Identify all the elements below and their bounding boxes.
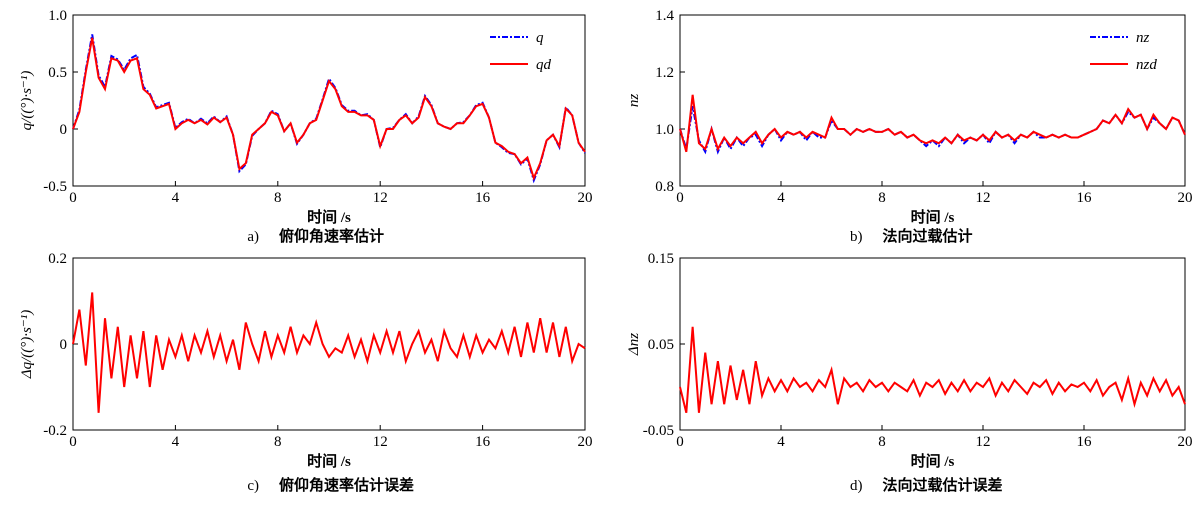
x-tick-label: 20 [578,190,593,206]
y-axis-label: Δnz [626,333,642,356]
y-tick-label: -0.2 [43,423,67,439]
axes-box [679,14,1186,187]
y-tick-label: 0 [60,337,68,353]
legend-label: nzd [1136,57,1157,73]
x-tick-label: 0 [676,190,684,206]
y-tick-label: 1.4 [655,8,674,24]
x-tick-label: 0 [676,434,684,450]
axes-box [72,14,586,187]
y-tick-label: 0.2 [48,251,67,267]
x-tick-label: 4 [777,190,785,206]
subplot: 0 4 8 12 16 20-0.200.2时间 /sΔq/((°)·s⁻¹)c) 俯仰角速… [19,251,593,494]
x-tick-label: 0 [69,434,77,450]
x-tick-label: 8 [878,190,886,206]
x-tick-label: 8 [274,190,282,206]
caption: 俯仰角速率估计误差 [279,476,414,494]
x-tick-label: 4 [172,434,180,450]
y-tick-label: -0.05 [643,423,674,439]
y-tick-label: 1.0 [655,122,674,138]
subplot: 0 4 8 12 16 20 0.8 1.0 1.2 1.4 时间 /s nz nz nzd b) 法向过载估… [626,8,1193,245]
legend-label: nz [1136,30,1150,46]
x-axis-label: 时间 /s [307,208,351,226]
y-tick-label: 0.15 [648,251,674,267]
x-tick-label: 12 [373,434,388,450]
subplot: 0 4 8 12 16 20 -0.05 0.05 0.15 时间 /s Δnz d) 法向过载估计误差 [626,251,1193,494]
x-tick-label: 12 [373,190,388,206]
caption-label: a) [247,229,259,245]
x-tick-label: 20 [578,434,593,450]
subplot: 0 4 8 12 16 20-0.500.51.0时间 /sq/((°)·s⁻¹)qqda… [19,8,593,245]
x-tick-label: 8 [878,434,886,450]
axes-box [72,257,586,431]
series-line [679,326,1186,414]
x-tick-label: 4 [777,434,785,450]
series-line [679,94,1186,153]
caption: 俯仰角速率估计 [279,227,384,245]
y-tick-label: 0 [60,122,68,138]
y-axis-label: q/((°)·s⁻¹) [19,71,35,131]
x-axis-label: 时间 /s [911,208,955,226]
x-tick-label: 20 [1178,190,1193,206]
y-axis-label: Δq/((°)·s⁻¹) [19,310,35,379]
y-tick-label: 1.2 [655,65,674,81]
y-tick-label: 0.05 [648,337,674,353]
legend-label: qd [536,57,552,73]
x-tick-label: 16 [475,434,491,450]
y-axis-label: nz [626,94,642,108]
y-tick-label: 1.0 [48,8,67,24]
series-line [679,106,1186,155]
series-line [72,37,586,181]
caption-label: d) [850,478,863,494]
x-axis-label: 时间 /s [307,452,351,470]
x-tick-label: 8 [274,434,282,450]
y-tick-label: 0.8 [655,179,674,195]
x-tick-label: 12 [976,190,991,206]
caption: 法向过载估计 [883,227,973,245]
x-tick-label: 16 [475,190,491,206]
x-tick-label: 4 [172,190,180,206]
y-tick-label: 0.5 [48,65,67,81]
x-axis-label: 时间 /s [911,452,955,470]
x-tick-label: 16 [1077,434,1093,450]
series-line [72,292,586,413]
x-tick-label: 16 [1077,190,1093,206]
x-tick-label: 12 [976,434,991,450]
caption-label: b) [850,229,863,245]
series-line [72,34,586,184]
caption: 法向过载估计误差 [883,476,1003,494]
x-tick-label: 0 [69,190,77,206]
axes-box [679,257,1186,431]
legend-label: q [536,30,544,46]
caption-label: c) [247,478,259,494]
x-tick-label: 20 [1178,434,1193,450]
y-tick-label: -0.5 [43,179,67,195]
